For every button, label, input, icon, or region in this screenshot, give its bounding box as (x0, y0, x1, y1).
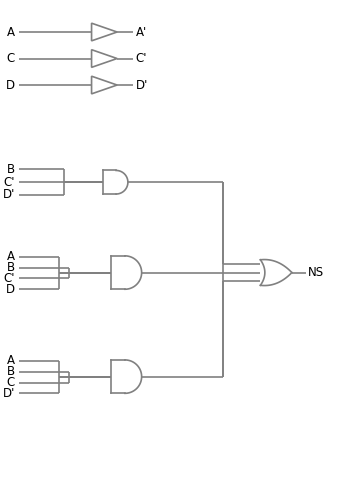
Text: D': D' (136, 79, 148, 91)
Text: D: D (6, 79, 15, 91)
Text: A': A' (136, 25, 147, 38)
Text: C: C (7, 52, 15, 65)
Text: B: B (7, 365, 15, 378)
Text: C': C' (136, 52, 147, 65)
Text: B: B (7, 163, 15, 176)
Text: NS: NS (307, 266, 324, 279)
Text: C': C' (4, 272, 15, 285)
Text: D: D (6, 283, 15, 296)
Text: D': D' (3, 188, 15, 201)
Text: B: B (7, 261, 15, 274)
Text: A: A (7, 354, 15, 367)
Text: A: A (7, 25, 15, 38)
Text: C: C (7, 376, 15, 389)
Text: C': C' (4, 176, 15, 189)
Text: D': D' (3, 387, 15, 400)
Text: A: A (7, 250, 15, 263)
